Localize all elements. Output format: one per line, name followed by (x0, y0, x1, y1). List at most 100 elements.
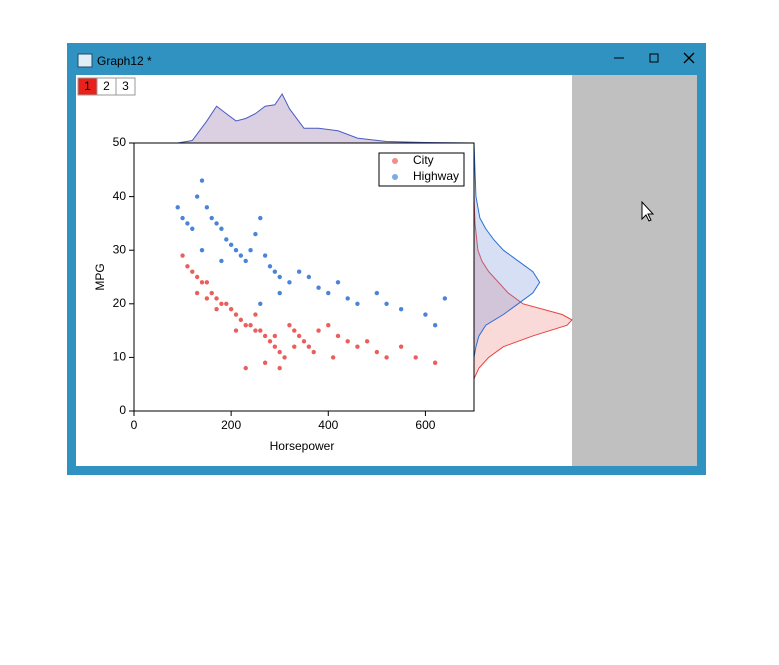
data-point (442, 296, 448, 301)
data-point (199, 280, 205, 285)
data-point (267, 264, 273, 269)
data-point (194, 290, 200, 296)
data-point (423, 312, 428, 317)
data-point (287, 323, 292, 328)
mouse-cursor (641, 200, 655, 222)
data-point (432, 360, 438, 365)
data-point (384, 301, 389, 306)
data-point (398, 306, 404, 312)
data-point (262, 333, 268, 339)
data-point (267, 339, 273, 344)
data-point (355, 344, 360, 349)
data-point (190, 226, 195, 231)
data-point (296, 333, 302, 339)
data-point (209, 290, 214, 296)
y-tick-label: 10 (113, 350, 127, 364)
data-point (292, 344, 297, 349)
tab-label: 1 (84, 79, 91, 93)
data-point (180, 253, 185, 258)
window-icon (77, 53, 93, 68)
data-point (398, 344, 404, 349)
x-tick-label: 600 (415, 418, 435, 432)
data-point (190, 269, 195, 274)
data-point (194, 274, 200, 280)
data-point (413, 355, 418, 360)
data-point (243, 323, 248, 328)
x-axis-label: Horsepower (270, 439, 335, 453)
data-point (248, 323, 253, 328)
data-point (214, 296, 219, 301)
data-point (316, 285, 321, 290)
data-point (374, 349, 380, 355)
data-point (384, 355, 389, 360)
top-density (134, 93, 475, 144)
data-point (292, 328, 297, 333)
tab-label: 2 (103, 79, 110, 93)
data-point (272, 333, 278, 339)
maximize-button[interactable] (649, 53, 659, 63)
plot-frame (133, 142, 475, 412)
data-point (345, 339, 350, 344)
x-tick-label: 200 (221, 418, 241, 432)
data-point (219, 226, 224, 231)
right-density (473, 196, 573, 380)
y-tick-label: 50 (113, 135, 127, 149)
data-point (175, 205, 180, 210)
right-density (473, 142, 541, 358)
data-point (326, 323, 331, 328)
legend-marker (392, 158, 398, 164)
tab[interactable] (115, 77, 136, 96)
data-point (204, 296, 210, 301)
data-point (374, 290, 380, 296)
data-point (316, 328, 321, 333)
data-point (253, 312, 258, 317)
data-point (272, 344, 278, 349)
data-point (326, 290, 331, 296)
gray-area (572, 75, 697, 466)
legend-label: Highway (413, 169, 459, 183)
data-point (258, 328, 263, 333)
data-point (185, 264, 190, 269)
legend-label: City (413, 153, 434, 167)
data-point (233, 328, 239, 333)
x-tick-label: 0 (131, 418, 138, 432)
data-point (345, 296, 350, 301)
data-point (335, 333, 341, 339)
data-point (199, 178, 205, 183)
y-tick-label: 20 (113, 296, 127, 310)
data-point (258, 215, 263, 221)
data-point (224, 301, 229, 306)
data-point (306, 344, 312, 349)
y-tick-label: 30 (113, 242, 127, 256)
legend-box (378, 152, 465, 187)
data-point (330, 355, 336, 360)
data-point (243, 258, 248, 264)
close-button[interactable] (683, 52, 695, 64)
data-point (282, 355, 287, 360)
data-point (277, 349, 282, 355)
data-point (432, 323, 438, 328)
data-point (272, 269, 278, 274)
data-point (209, 215, 214, 221)
y-axis-label: MPG (93, 263, 107, 290)
data-point (219, 258, 224, 264)
data-point (204, 280, 210, 285)
data-point (228, 242, 234, 248)
window-title: Graph12 * (97, 54, 152, 68)
data-point (204, 205, 210, 210)
data-point (224, 237, 229, 242)
data-point (214, 221, 219, 226)
legend-marker (392, 174, 398, 180)
data-point (277, 274, 282, 280)
data-point (301, 339, 307, 344)
x-tick-label: 400 (318, 418, 338, 432)
data-point (277, 290, 282, 296)
data-point (243, 365, 248, 371)
data-point (219, 301, 224, 306)
y-tick-label: 40 (113, 189, 127, 203)
data-point (364, 339, 370, 344)
data-point (258, 301, 263, 306)
